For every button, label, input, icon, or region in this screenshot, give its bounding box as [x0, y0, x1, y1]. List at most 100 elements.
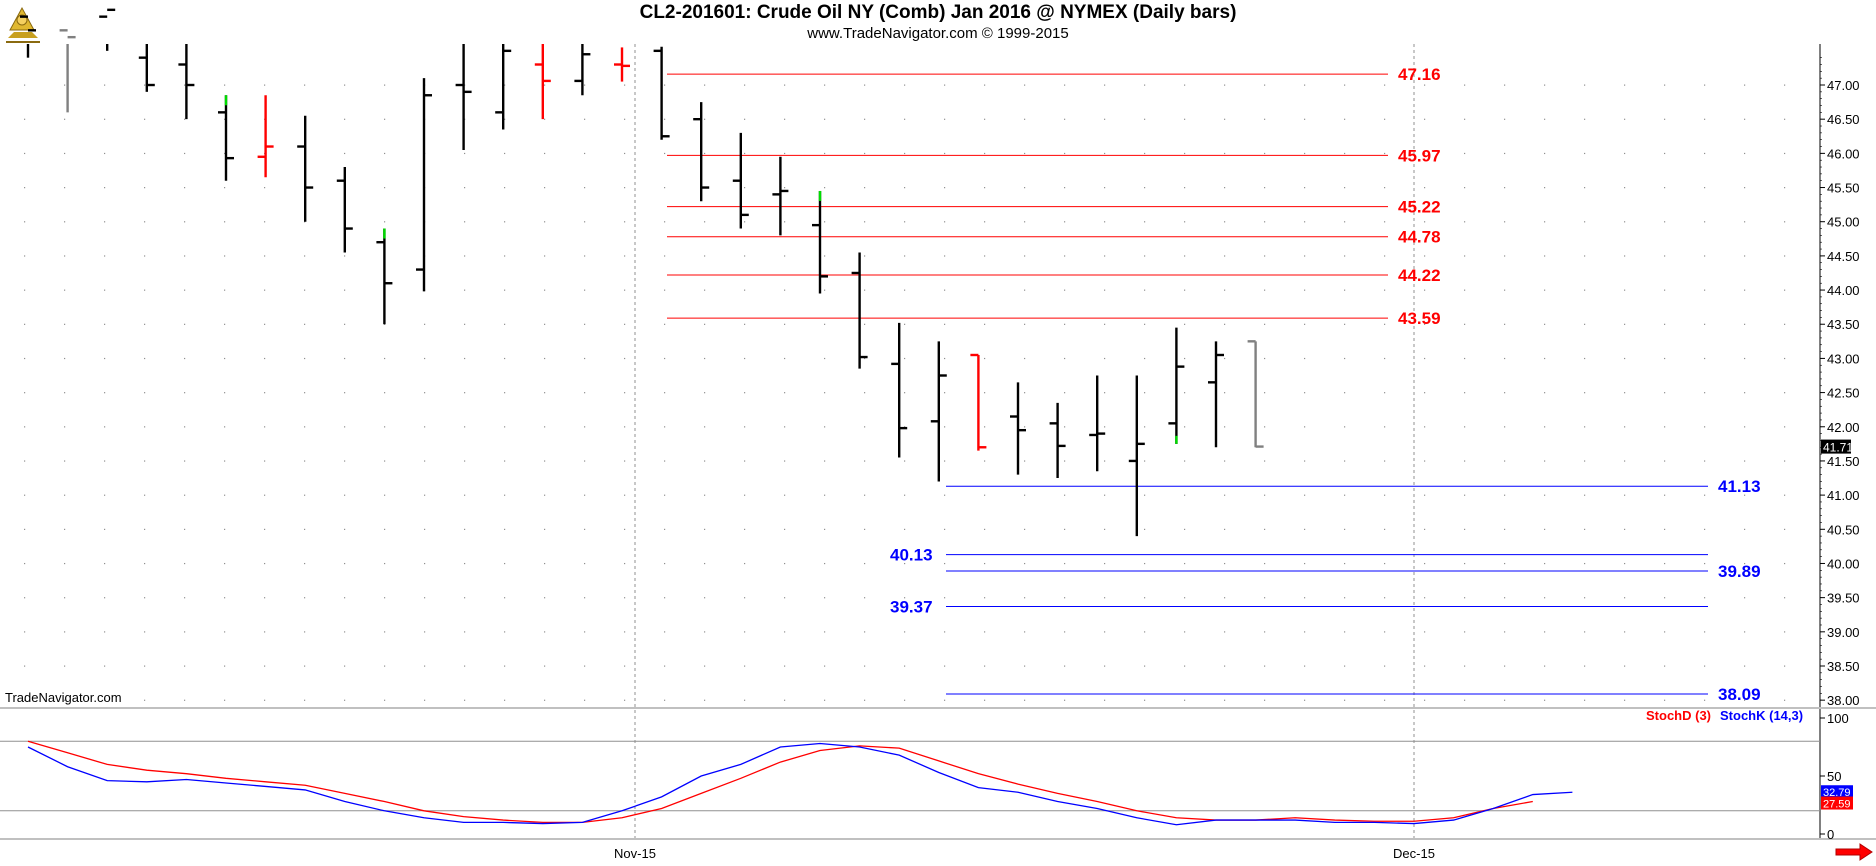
grid-dot: [1224, 289, 1226, 291]
grid-dot: [24, 118, 26, 120]
grid-dot: [184, 84, 186, 86]
ohlc-bar[interactable]: [1049, 402, 1066, 479]
ohlc-bar[interactable]: [574, 44, 591, 96]
grid-dot: [344, 631, 346, 633]
grid-dot: [544, 494, 546, 496]
ohlc-bar[interactable]: [1208, 341, 1224, 448]
ohlc-bar[interactable]: [1128, 375, 1145, 537]
grid-dot: [1264, 631, 1266, 633]
grid-dot: [984, 665, 986, 667]
grid-dot: [1104, 323, 1106, 325]
grid-dot: [1424, 323, 1426, 325]
ohlc-bar[interactable]: [614, 47, 630, 82]
ohlc-bar[interactable]: [495, 44, 512, 130]
grid-dot: [464, 152, 466, 155]
grid-dot: [1624, 699, 1626, 701]
ohlc-bar[interactable]: [99, 8, 116, 51]
ohlc-bar[interactable]: [376, 228, 393, 325]
grid-dot: [664, 426, 666, 428]
grid-dot: [344, 699, 346, 701]
grid-dot: [1144, 426, 1146, 428]
grid-dot: [1704, 357, 1706, 360]
grid-dot: [544, 631, 546, 633]
grid-dot: [904, 187, 906, 189]
ohlc-bar[interactable]: [416, 78, 432, 292]
grid-dot: [464, 699, 466, 701]
ohlc-bar[interactable]: [178, 44, 195, 120]
ohlc-bar[interactable]: [772, 156, 789, 236]
grid-dot: [384, 699, 386, 701]
ohlc-bar[interactable]: [1247, 340, 1264, 448]
ohlc-bar[interactable]: [1089, 375, 1106, 472]
grid-dot: [1184, 562, 1186, 565]
grid-dot: [1664, 187, 1666, 189]
trade-navigator-logo-icon[interactable]: [2, 2, 44, 44]
grid-dot: [944, 152, 946, 155]
ohlc-bar[interactable]: [257, 95, 274, 178]
grid-dot: [984, 357, 986, 360]
ohlc-bar[interactable]: [534, 44, 551, 120]
ohlc-bar[interactable]: [218, 95, 234, 181]
ohlc-bar[interactable]: [336, 167, 353, 253]
grid-dot: [504, 665, 506, 667]
grid-dot: [1344, 357, 1346, 360]
grid-dot: [1304, 187, 1306, 189]
grid-dot: [184, 665, 186, 667]
ohlc-bar[interactable]: [653, 46, 670, 140]
grid-dot: [304, 562, 306, 565]
grid-dot: [1304, 118, 1306, 120]
grid-dot: [1744, 118, 1746, 120]
grid-dot: [1264, 323, 1266, 325]
ohlc-bar[interactable]: [297, 115, 314, 222]
grid-dot: [1264, 221, 1266, 223]
grid-dot: [344, 152, 346, 155]
grid-dot: [1344, 255, 1346, 257]
grid-dot: [864, 323, 866, 325]
grid-dot: [584, 255, 586, 257]
ohlc-bar[interactable]: [812, 190, 828, 294]
grid-dot: [1424, 221, 1426, 223]
ohlc-bar[interactable]: [1168, 327, 1185, 444]
grid-dot: [1584, 323, 1586, 325]
grid-dot: [424, 528, 426, 530]
grid-dot: [544, 528, 546, 530]
ohlc-bar[interactable]: [59, 29, 76, 113]
grid-dot: [184, 255, 186, 257]
grid-dot: [824, 562, 826, 565]
grid-dot: [1464, 528, 1466, 530]
grid-dot: [1784, 494, 1786, 496]
grid-dot: [584, 392, 586, 394]
grid-dot: [1424, 494, 1426, 496]
grid-dot: [624, 323, 626, 325]
grid-dot: [1064, 392, 1066, 394]
grid-dot: [544, 84, 546, 86]
ohlc-bar[interactable]: [732, 132, 749, 229]
ohlc-bar[interactable]: [693, 102, 710, 202]
grid-dot: [544, 118, 546, 120]
grid-dot: [1024, 118, 1026, 120]
grid-dot: [264, 699, 266, 701]
grid-dot: [624, 562, 626, 565]
grid-dot: [104, 221, 106, 223]
grid-dot: [1384, 323, 1386, 325]
grid-dot: [1144, 357, 1146, 360]
ohlc-bar[interactable]: [930, 341, 947, 482]
grid-dot: [104, 528, 106, 530]
grid-dot: [344, 357, 346, 360]
grid-dot: [624, 631, 626, 633]
grid-dot: [1184, 597, 1186, 599]
grid-dot: [784, 562, 786, 565]
ohlc-bar[interactable]: [20, 15, 36, 58]
grid-dot: [864, 187, 866, 189]
ohlc-bar[interactable]: [455, 44, 472, 150]
ohlc-bar[interactable]: [891, 322, 908, 458]
grid-dot: [1264, 118, 1266, 120]
ohlc-bar[interactable]: [851, 252, 868, 369]
grid-dot: [1024, 323, 1026, 325]
ohlc-bar[interactable]: [138, 44, 155, 92]
ohlc-bar[interactable]: [1010, 382, 1026, 475]
scroll-right-arrow-icon[interactable]: [1834, 843, 1874, 861]
ohlc-bar[interactable]: [970, 353, 987, 451]
grid-dot: [1744, 562, 1746, 565]
